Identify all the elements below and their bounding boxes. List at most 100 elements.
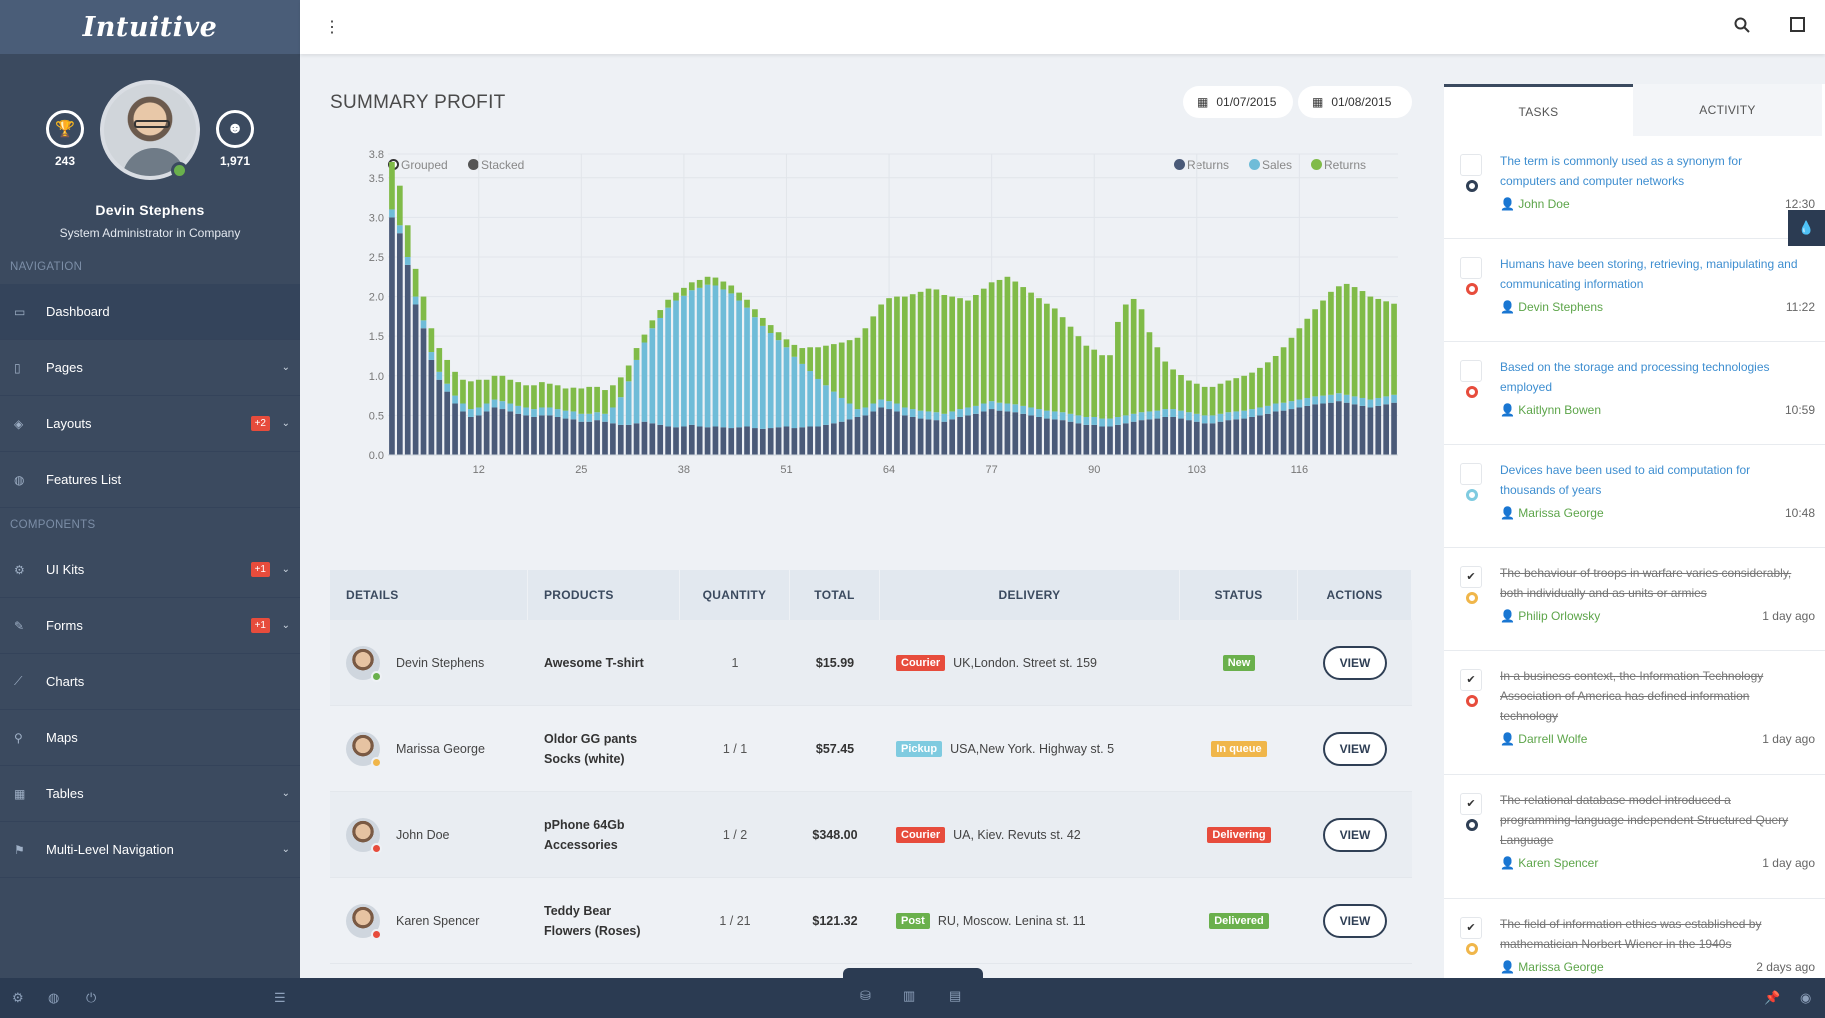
bar-segment[interactable] <box>1217 421 1224 455</box>
bar-segment[interactable] <box>562 418 569 455</box>
bar-segment[interactable] <box>491 399 498 408</box>
bar-segment[interactable] <box>1209 386 1216 416</box>
bar-segment[interactable] <box>428 352 435 360</box>
bar-segment[interactable] <box>1044 418 1050 455</box>
bar-segment[interactable] <box>1170 416 1176 455</box>
bar-segment[interactable] <box>681 287 687 296</box>
brand-logo[interactable]: Intuitive <box>0 0 300 54</box>
task-text[interactable]: Devices have been used to aid computatio… <box>1500 463 1751 497</box>
bar-segment[interactable] <box>1091 424 1098 455</box>
task-text[interactable]: In a business context, the Information T… <box>1500 669 1764 723</box>
bar-segment[interactable] <box>507 411 514 455</box>
bar-segment[interactable] <box>578 421 585 455</box>
bar-segment[interactable] <box>610 407 616 424</box>
bar-segment[interactable] <box>562 410 569 419</box>
bar-segment[interactable] <box>1304 405 1311 455</box>
bar-segment[interactable] <box>475 415 482 455</box>
bar-segment[interactable] <box>1067 413 1074 422</box>
bar-segment[interactable] <box>1067 326 1074 414</box>
bar-segment[interactable] <box>957 416 963 455</box>
bar-segment[interactable] <box>988 401 995 410</box>
bar-segment[interactable] <box>775 332 782 341</box>
bar-segment[interactable] <box>696 287 703 427</box>
bar-segment[interactable] <box>681 295 687 427</box>
bar-segment[interactable] <box>420 328 427 455</box>
bar-segment[interactable] <box>744 307 750 427</box>
bar-segment[interactable] <box>460 411 466 455</box>
bar-segment[interactable] <box>1217 413 1224 422</box>
bar-segment[interactable] <box>673 292 679 301</box>
bar-segment[interactable] <box>1138 309 1145 413</box>
bar-segment[interactable] <box>499 409 506 455</box>
bar-segment[interactable] <box>1154 347 1161 411</box>
bar-segment[interactable] <box>799 363 806 428</box>
bar-segment[interactable] <box>1201 415 1208 424</box>
col-status[interactable]: STATUS <box>1180 570 1298 620</box>
bar-segment[interactable] <box>1241 410 1247 419</box>
bar-segment[interactable] <box>1312 396 1318 405</box>
bar-segment[interactable] <box>1193 383 1200 414</box>
bar-segment[interactable] <box>1075 423 1082 455</box>
bar-segment[interactable] <box>894 403 900 412</box>
bar-segment[interactable] <box>815 426 821 455</box>
bar-segment[interactable] <box>475 407 482 416</box>
bar-segment[interactable] <box>815 378 821 427</box>
bar-segment[interactable] <box>420 296 427 321</box>
bar-segment[interactable] <box>838 342 845 398</box>
bar-segment[interactable] <box>1051 308 1058 412</box>
bar-segment[interactable] <box>412 296 419 305</box>
bar-segment[interactable] <box>854 409 861 417</box>
task-text[interactable]: Based on the storage and processing tech… <box>1500 360 1770 394</box>
bar-segment[interactable] <box>1280 410 1287 455</box>
bar-segment[interactable] <box>1162 361 1169 410</box>
bar-segment[interactable] <box>1186 380 1192 413</box>
bar-segment[interactable] <box>1257 415 1263 455</box>
bar-segment[interactable] <box>531 385 537 410</box>
bar-segment[interactable] <box>444 391 451 455</box>
bar-segment[interactable] <box>539 382 545 408</box>
bar-segment[interactable] <box>1091 416 1098 425</box>
bar-segment[interactable] <box>1067 421 1074 455</box>
bar-segment[interactable] <box>1186 412 1192 421</box>
bar-segment[interactable] <box>1328 291 1334 395</box>
bar-segment[interactable] <box>1075 415 1082 424</box>
bar-segment[interactable] <box>1288 401 1295 410</box>
list-icon[interactable]: ▤ <box>949 988 962 1003</box>
bar-segment[interactable] <box>578 388 585 414</box>
bar-segment[interactable] <box>704 276 711 285</box>
bar-segment[interactable] <box>570 419 577 455</box>
bar-segment[interactable] <box>1051 419 1058 455</box>
bar-segment[interactable] <box>617 397 624 425</box>
bar-segment[interactable] <box>1328 394 1334 403</box>
bar-segment[interactable] <box>515 405 522 414</box>
task-checkbox[interactable]: ✔ <box>1460 793 1482 815</box>
globe-icon[interactable]: ◍ <box>48 990 60 1005</box>
bar-segment[interactable] <box>870 403 877 412</box>
bar-segment[interactable] <box>996 402 1003 411</box>
bar-segment[interactable] <box>823 385 829 425</box>
bar-segment[interactable] <box>1186 420 1192 455</box>
bar-segment[interactable] <box>1075 336 1082 416</box>
bar-segment[interactable] <box>554 385 561 410</box>
bar-segment[interactable] <box>641 421 648 455</box>
bar-segment[interactable] <box>791 428 798 455</box>
bar-segment[interactable] <box>420 320 427 329</box>
bar-segment[interactable] <box>1178 410 1184 419</box>
followers-stat[interactable]: ☻ 1,971 <box>205 110 265 168</box>
bar-segment[interactable] <box>720 289 727 428</box>
bar-segment[interactable] <box>933 412 940 421</box>
bar-segment[interactable] <box>428 328 435 353</box>
bar-segment[interactable] <box>507 379 514 404</box>
bar-segment[interactable] <box>444 383 451 392</box>
sidebar-item-ui-kits[interactable]: ⚙ UI Kits +1 ⌄ <box>0 542 300 598</box>
bar-segment[interactable] <box>886 401 892 410</box>
bar-segment[interactable] <box>468 381 474 410</box>
bar-segment[interactable] <box>1296 407 1303 455</box>
bar-segment[interactable] <box>1012 281 1019 405</box>
bar-segment[interactable] <box>1257 407 1263 416</box>
bar-segment[interactable] <box>1201 423 1208 455</box>
legend-stacked[interactable]: Stacked <box>468 158 524 172</box>
bar-segment[interactable] <box>815 347 821 379</box>
bar-segment[interactable] <box>523 407 529 416</box>
bar-segment[interactable] <box>1138 420 1145 455</box>
